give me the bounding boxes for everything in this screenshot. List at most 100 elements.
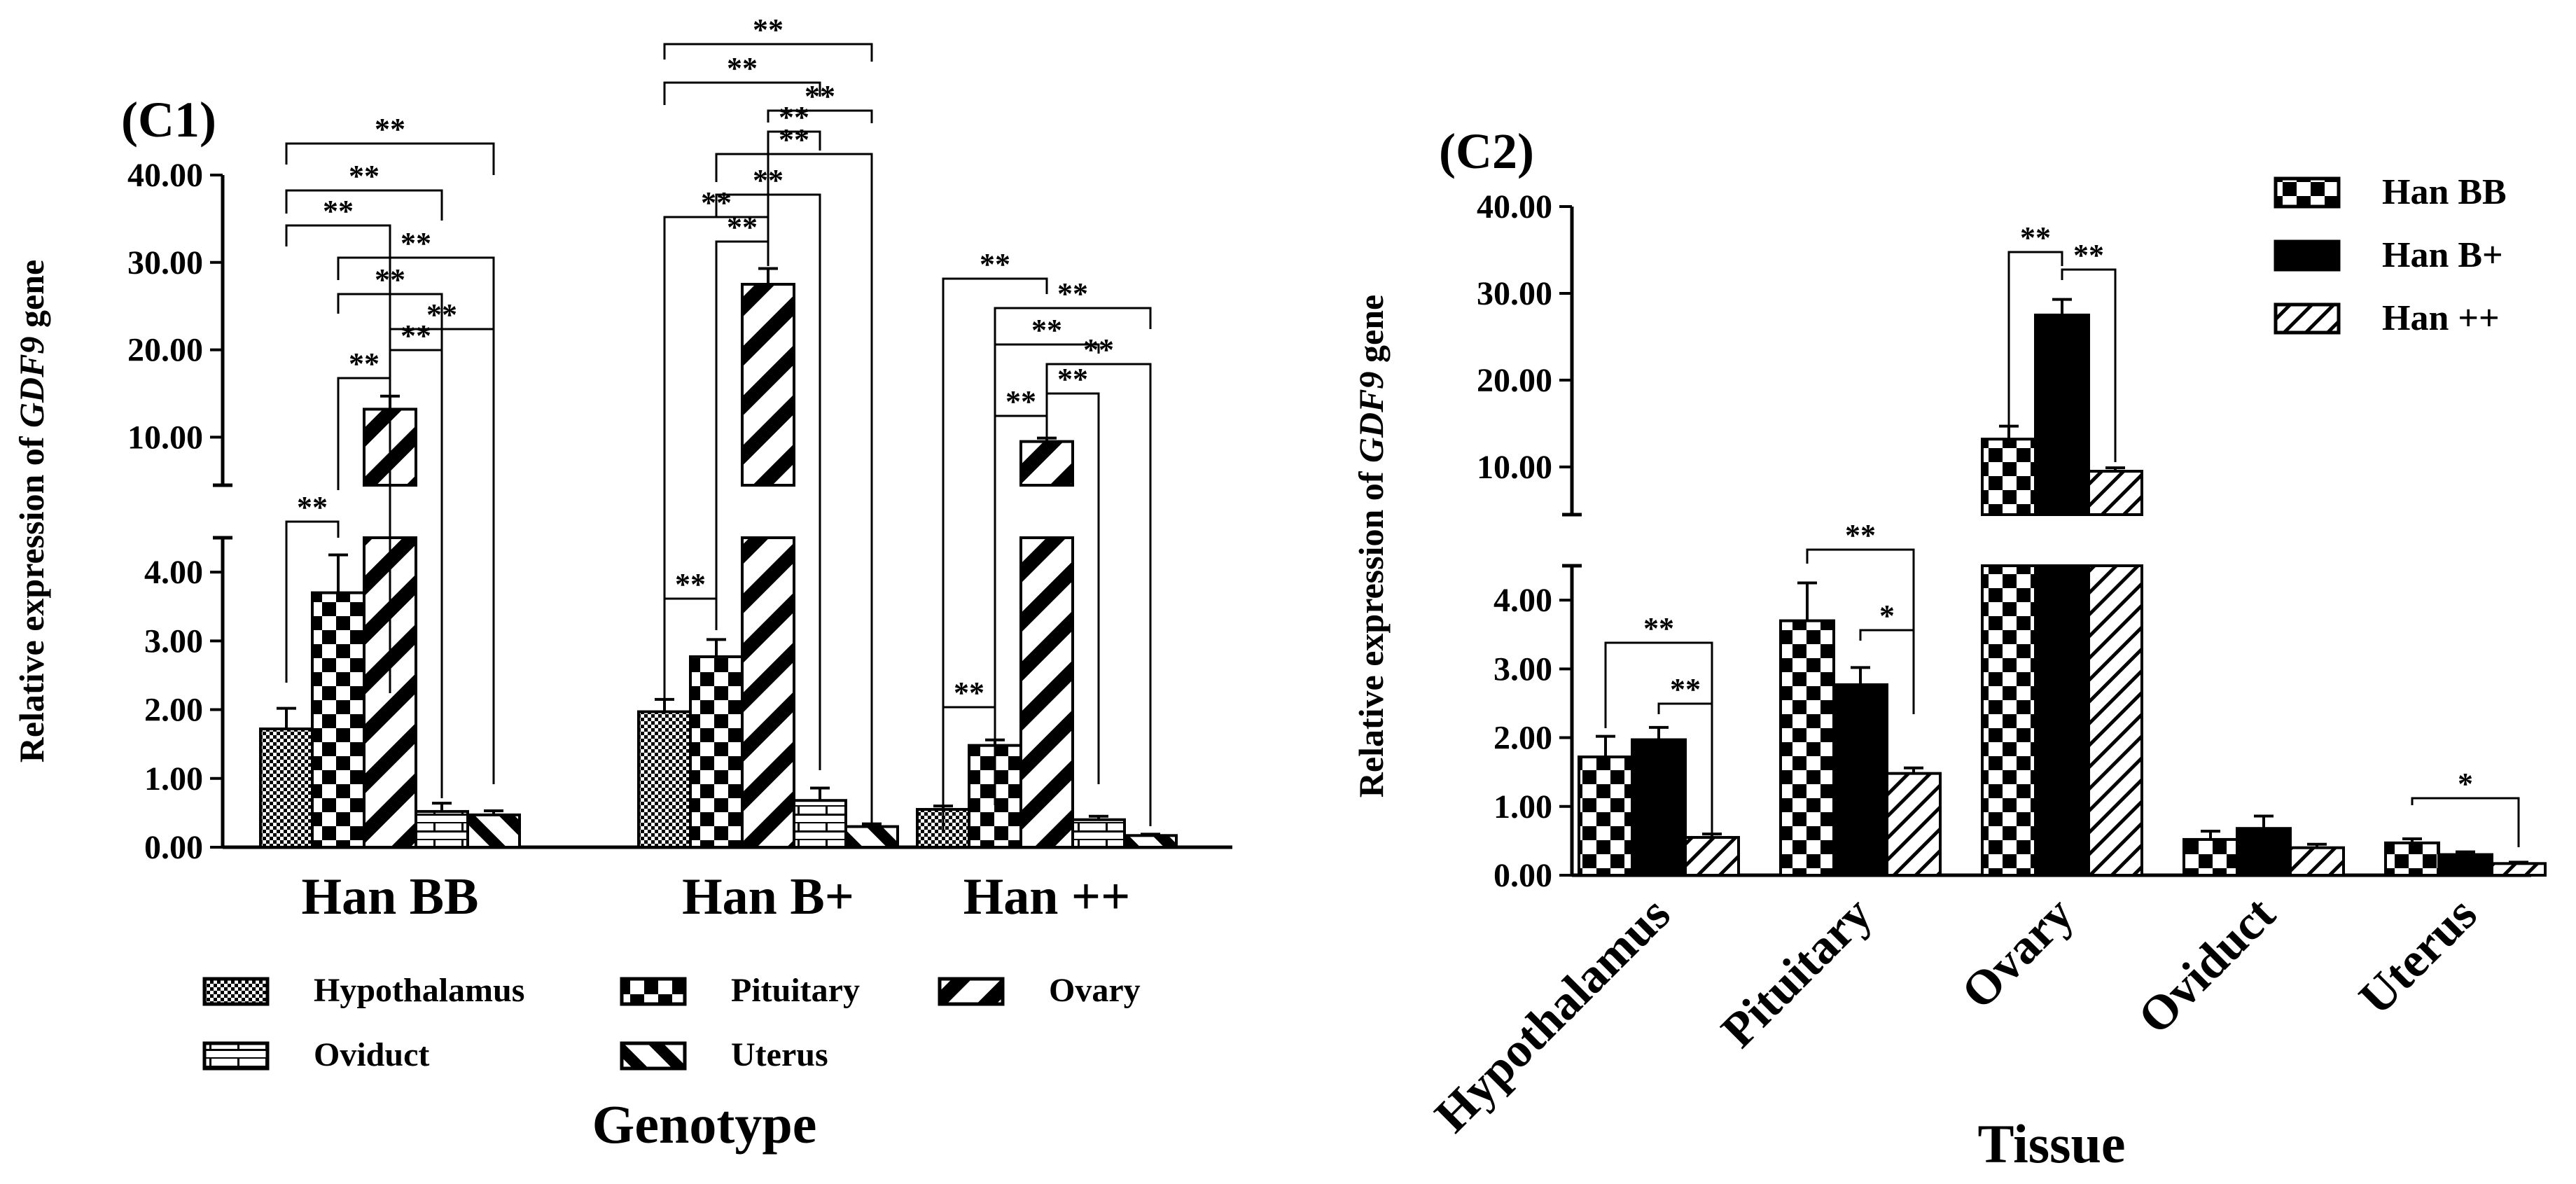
legend-swatch [2274, 239, 2341, 272]
sig-bb-ova-ut-mark: ** [426, 298, 457, 332]
sig-pp-pit-ovi-mark: ** [1031, 313, 1062, 347]
bar-hypothalamus [259, 727, 314, 849]
sig-pp-ova-ovi-mark: ** [1057, 362, 1088, 396]
y-tick-label: 3.00 [144, 622, 203, 660]
sig-bp-pit-ut [715, 153, 873, 826]
bar-han-b+ [1631, 738, 1687, 877]
sig-bp-pit-ovi [715, 193, 821, 770]
legend-label: Han BB [2382, 172, 2507, 212]
bar-han-bb [2182, 837, 2239, 877]
sig-bracket [2061, 268, 2117, 462]
sig-bracket [1657, 702, 1713, 837]
sig-bp-ova-ut [767, 109, 873, 123]
y-tick-label: 4.00 [1494, 582, 1552, 619]
sig-bb-hyp-pit-mark: ** [297, 490, 328, 524]
x-tick-label: Pituitary [1711, 887, 1882, 1058]
bar-han-bb [1578, 755, 1634, 877]
sig-bb-hyp-ovi-mark: ** [349, 159, 380, 193]
sig-mark: ** [2020, 221, 2051, 255]
bar-han-++ [1886, 772, 1942, 877]
bar-upper [2034, 313, 2090, 516]
sig-mark: ** [1670, 672, 1701, 706]
sig-pp-hyp-ova [942, 277, 1048, 819]
legend-label: Hypothalamus [314, 972, 524, 1009]
y-label-suffix: gene [1351, 295, 1391, 372]
bar-han-bb [1779, 619, 1835, 877]
y-tick-label: 30.00 [127, 244, 203, 281]
bar-lower [2087, 564, 2143, 877]
sig-bb-hyp-pit [285, 520, 340, 683]
bar-pituitary [311, 591, 365, 849]
bar-ovary-upper [1019, 440, 1074, 487]
y-tick-label: 20.00 [1477, 362, 1552, 399]
y-tick-label: 10.00 [1477, 449, 1552, 486]
panel-label: (C2) [1439, 123, 1534, 179]
bar-oviduct [415, 809, 469, 849]
x-tick-label: Uterus [2349, 887, 2487, 1025]
bar-lower [1981, 564, 2037, 877]
legend-swatch [620, 977, 687, 1006]
bar-han-b+ [1832, 683, 1888, 877]
legend-swatch [620, 1041, 687, 1071]
x-axis-label: Genotype [592, 1094, 817, 1155]
y-axis-label: Relative expression of GDF9 gene [1351, 295, 1391, 798]
bar-hypothalamus [637, 710, 692, 849]
sig-pp-hyp-pit-mark: ** [954, 676, 984, 710]
y-tick-label: 2.00 [144, 692, 203, 729]
y-tick-label: 0.00 [1494, 857, 1552, 894]
sig-bp-hyp-pit [663, 597, 718, 704]
sig-bb-pit-ova [337, 377, 391, 490]
bar-uterus [466, 813, 521, 849]
sig-mark: * [2458, 767, 2473, 801]
sig-pp-pit-ut-mark: ** [1057, 277, 1088, 311]
x-tick-label: Ovary [1951, 887, 2084, 1019]
sig-bb-pit-ovi-mark: ** [375, 263, 405, 297]
x-tick-label: Han B+ [682, 868, 854, 926]
sig-bp-pit-ovi-mark: ** [753, 163, 784, 197]
sig-bp-hyp-ovi [663, 81, 821, 105]
sig-bp-pit-ova-mark: ** [727, 210, 758, 244]
sig-mark: ** [1643, 611, 1674, 646]
bar-upper [2087, 470, 2143, 517]
bar-upper [1981, 438, 2037, 516]
sig-bracket [2411, 797, 2520, 847]
legend-swatch [2274, 302, 2341, 335]
sig-bb-hyp-ut-mark: ** [375, 112, 405, 146]
bar-ovary-upper [741, 282, 795, 487]
y-tick-label: 0.00 [144, 829, 203, 866]
bar-han-++ [1684, 835, 1740, 877]
sig-bp-hyp-pit-mark: ** [675, 567, 706, 601]
sig-bp-hyp-ova-mark: ** [701, 186, 732, 220]
sig-bb-hyp-ovi [285, 189, 443, 221]
y-tick-label: 10.00 [127, 419, 203, 456]
bar-ovary-lower [741, 536, 795, 849]
sig-pp-pit-ova-mark: ** [1005, 384, 1036, 419]
legend-label: Uterus [731, 1036, 828, 1073]
sig-bracket [2007, 251, 2063, 441]
legend-swatch [202, 977, 270, 1006]
legend-label: Han B+ [2382, 235, 2503, 275]
bar-han-b+ [2437, 853, 2493, 877]
sig-bp-hyp-ut [663, 43, 873, 62]
sig-bb-hyp-ut [285, 142, 495, 175]
sig-pp-hyp-pit [942, 706, 996, 830]
legend-swatch [202, 1041, 270, 1071]
bar-pituitary [689, 655, 744, 849]
sig-bp-ova-ut-mark: ** [805, 79, 835, 113]
bar-han-bb [2384, 841, 2440, 877]
sig-bb-hyp-ova-mark: ** [323, 194, 354, 228]
sig-bb-hyp-ova [285, 224, 391, 693]
legend-label: Pituitary [731, 972, 860, 1009]
y-tick-label: 40.00 [1477, 188, 1552, 225]
sig-pp-ova-ovi [1045, 392, 1100, 784]
sig-bp-hyp-ut-mark: ** [753, 13, 784, 47]
y-tick-label: 30.00 [1477, 275, 1552, 312]
sig-bp-pit-ova [715, 240, 770, 630]
sig-mark: * [1879, 599, 1895, 633]
sig-bb-ova-ovi [389, 349, 443, 798]
bar-uterus [844, 825, 899, 849]
bar-ovary-lower [1019, 536, 1074, 849]
sig-pp-hyp-ova-mark: ** [980, 247, 1010, 281]
bar-han-++ [2491, 862, 2547, 877]
bar-oviduct [793, 799, 847, 849]
